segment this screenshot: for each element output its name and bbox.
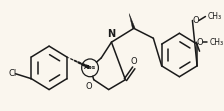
Text: N: N (107, 29, 116, 39)
Text: CH₃: CH₃ (209, 38, 223, 47)
Text: CH₃: CH₃ (207, 12, 222, 21)
Text: O: O (197, 38, 203, 47)
Text: O: O (193, 16, 199, 25)
Text: Abs: Abs (84, 65, 96, 70)
Text: O: O (130, 57, 137, 66)
Polygon shape (129, 14, 135, 28)
Text: Cl: Cl (8, 69, 16, 78)
Text: O: O (85, 82, 92, 91)
